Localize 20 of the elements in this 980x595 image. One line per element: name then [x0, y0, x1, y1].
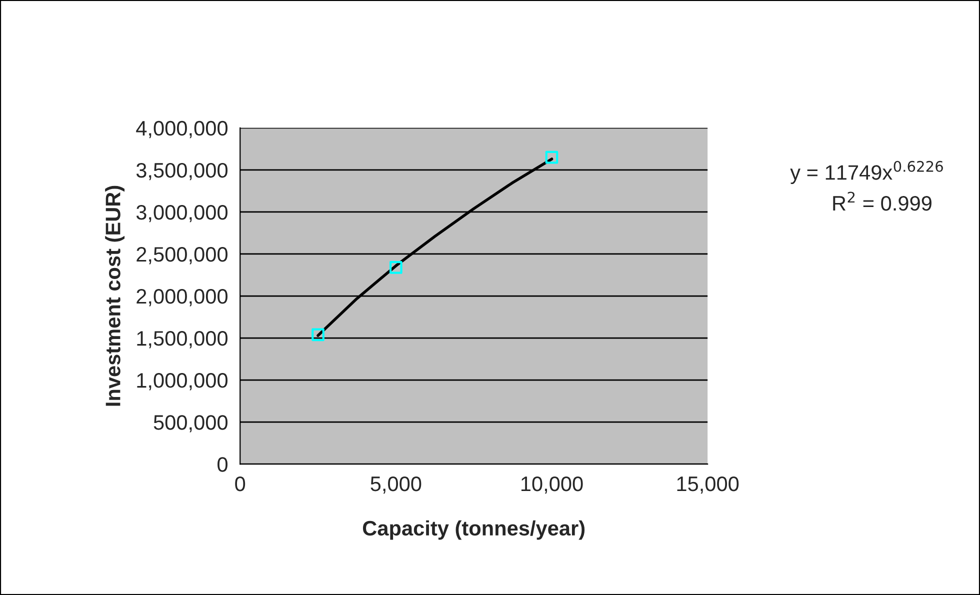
y-tick-label: 4,000,000 — [136, 120, 228, 138]
point — [312, 328, 324, 342]
y-tick-label: 1,500,000 — [137, 331, 228, 348]
y-tick-label: 2,500,000 — [136, 246, 228, 264]
y-tick-label: 2,000,000 — [136, 289, 228, 306]
x-axis-title: Capacity (tonnes/year) — [362, 520, 585, 540]
y-tick-label: 3,000,000 — [136, 204, 228, 222]
y-axis-title: Investment cost (EUR) — [105, 186, 125, 406]
x-tick-label: 0 — [235, 476, 246, 492]
x-tick-label: 10,000 — [521, 476, 583, 494]
x-tick-label: 5,000 — [370, 476, 422, 494]
y-tick-label: 3,500,000 — [136, 162, 228, 180]
text: R$^{2}$ = 0.999 — [833, 192, 932, 211]
y-tick-label: 0 — [218, 457, 228, 472]
y-tick-label: 1,000,000 — [137, 373, 228, 390]
point — [389, 261, 402, 274]
text: y = 11749x$^{0.6226}$ — [790, 160, 943, 184]
y-tick-label: 500,000 — [154, 415, 228, 432]
point — [545, 150, 558, 164]
x-tick-label: 15,000 — [677, 476, 739, 494]
